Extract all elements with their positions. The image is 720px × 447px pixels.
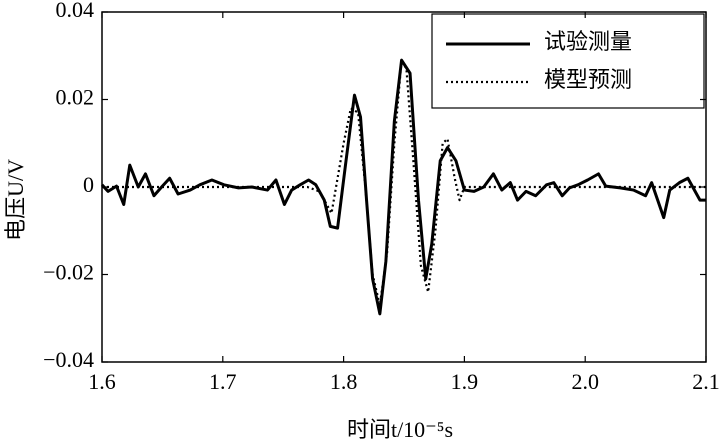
x-tick-label: 1.7 (209, 369, 237, 394)
x-tick-label: 1.9 (451, 369, 479, 394)
data-line (102, 59, 706, 307)
y-axis-label: 电压U/V (3, 159, 28, 241)
y-tick-label: 0.04 (56, 0, 95, 22)
x-axis-label: 时间t/10⁻⁵s (347, 417, 453, 442)
y-tick-label: 0.02 (56, 85, 95, 110)
legend-box (431, 13, 705, 109)
legend-label: 试验测量 (544, 29, 632, 54)
x-tick-label: 2.0 (571, 369, 599, 394)
y-tick-label: 0 (83, 172, 94, 197)
x-tick-label: 2.1 (692, 369, 720, 394)
legend-label: 模型预测 (544, 67, 632, 92)
x-tick-label: 1.6 (88, 369, 116, 394)
y-tick-label: −0.04 (43, 347, 94, 372)
y-tick-label: −0.02 (43, 260, 94, 285)
data-line (100, 58, 706, 316)
x-tick-label: 1.8 (330, 369, 358, 394)
